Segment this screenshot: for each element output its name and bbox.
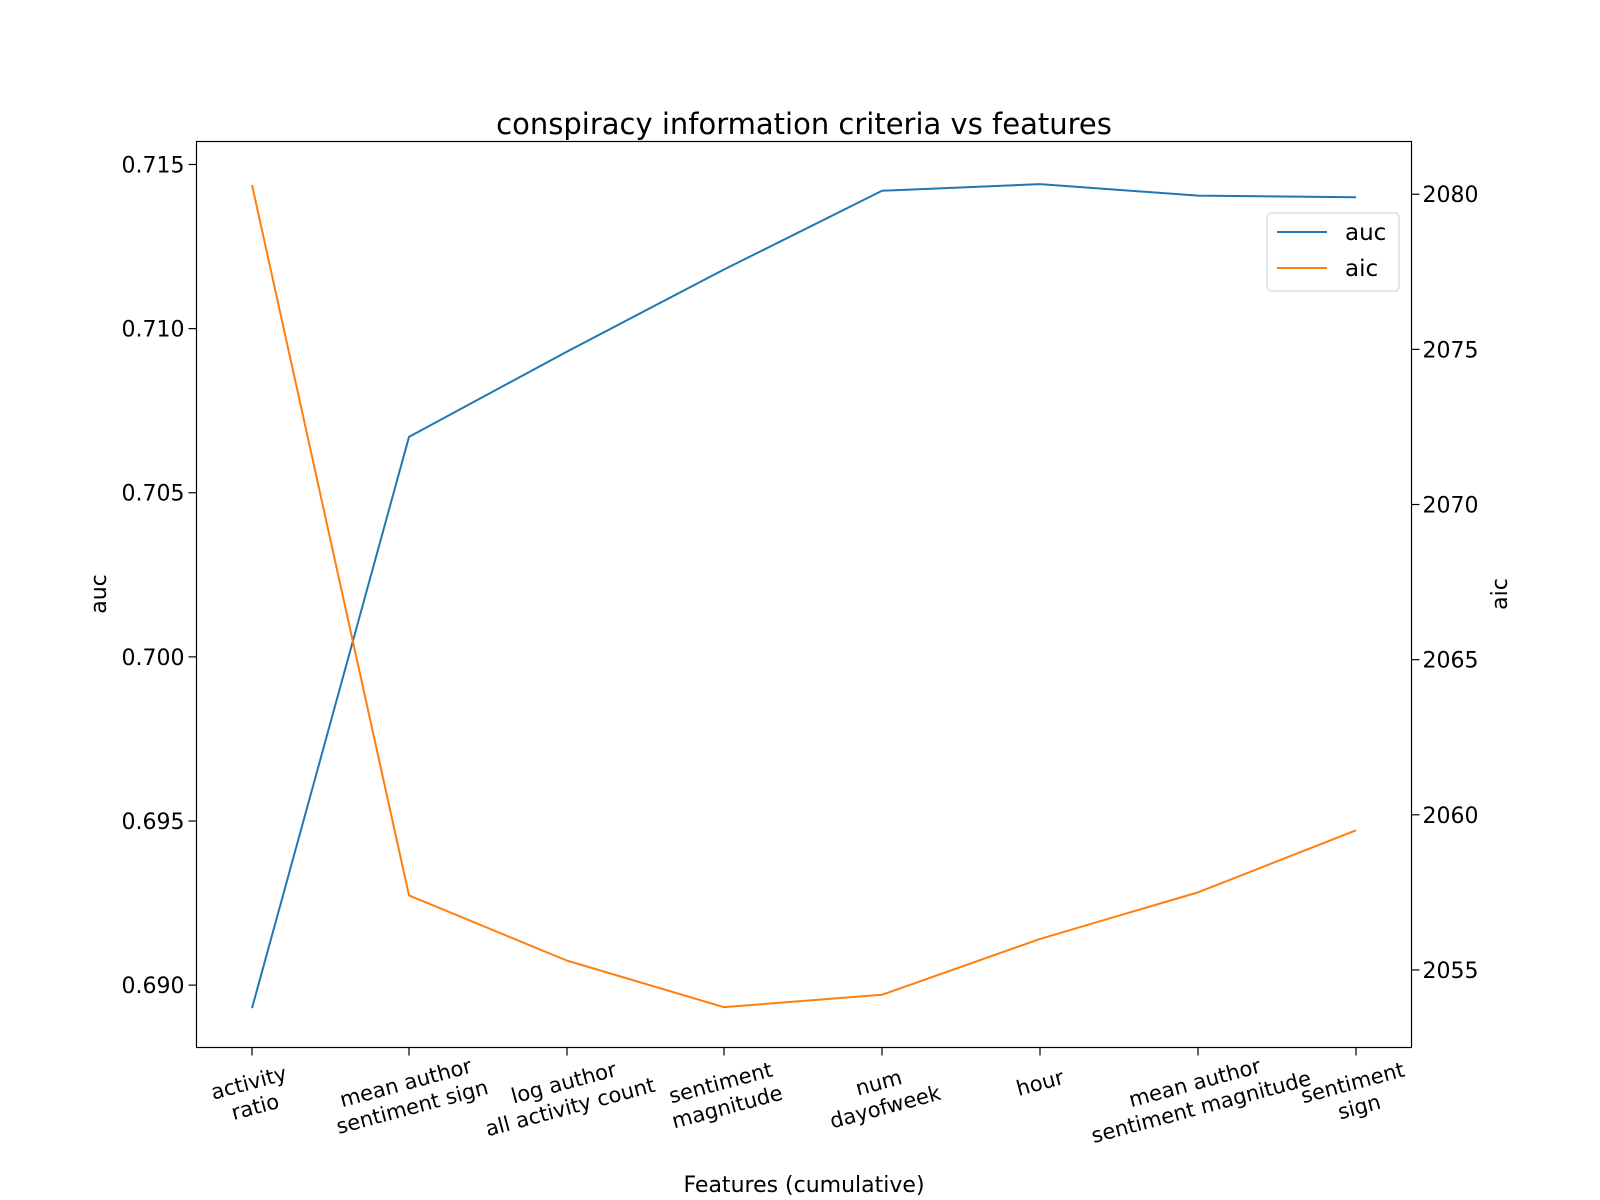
y-left-tick-label: 0.700: [122, 646, 185, 671]
y-right-tick-label: 2075: [1423, 338, 1479, 363]
legend-label-auc: auc: [1345, 220, 1386, 246]
left-axis-ticks: 0.690 0.695 0.700 0.705 0.710 0.715: [122, 153, 197, 999]
legend: auc aic: [1266, 212, 1400, 292]
series-line-aic: [251, 184, 1357, 1009]
legend-label-aic: aic: [1345, 256, 1378, 282]
y-axis-left-label: auc: [87, 574, 112, 614]
y-right-tick-label: 2060: [1423, 804, 1479, 829]
y-left-tick-label: 0.705: [122, 482, 185, 507]
y-right-tick-label: 2055: [1423, 959, 1479, 984]
x-axis-label: Features (cumulative): [683, 1173, 924, 1198]
y-right-tick-label: 2065: [1423, 649, 1479, 674]
chart-title: conspiracy information criteria vs featu…: [496, 107, 1112, 141]
y-left-tick-label: 0.715: [122, 153, 185, 178]
series-layer: [251, 183, 1357, 1009]
right-axis-ticks: 2055 2060 2065 2070 2075 2080: [1411, 183, 1479, 984]
y-left-tick-label: 0.710: [122, 318, 185, 343]
y-left-tick-label: 0.690: [122, 974, 185, 999]
y-left-tick-label: 0.695: [122, 810, 185, 835]
series-line-auc: [251, 183, 1357, 1009]
y-right-tick-label: 2080: [1423, 183, 1479, 208]
y-right-tick-label: 2070: [1423, 494, 1479, 519]
plot-frame: [195, 140, 1413, 1049]
y-axis-right-label: aic: [1488, 578, 1513, 610]
